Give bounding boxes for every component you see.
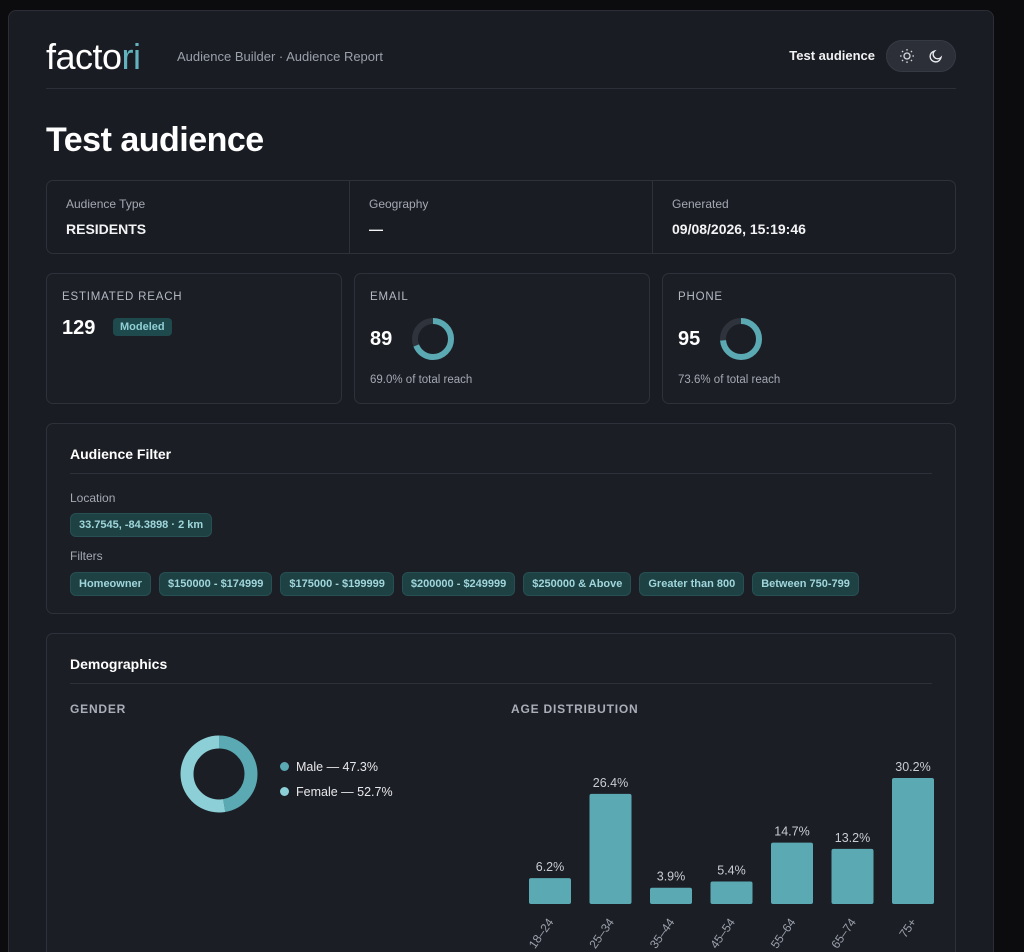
age-tick-label: 55–64 bbox=[768, 915, 799, 951]
moon-icon[interactable] bbox=[928, 48, 944, 64]
age-bar-value: 6.2% bbox=[536, 860, 565, 874]
audience-filter-card: Audience Filter Location 33.7545, -84.38… bbox=[46, 423, 956, 614]
legend-dot bbox=[280, 762, 289, 771]
page-title: Test audience bbox=[46, 121, 264, 159]
age-bar bbox=[771, 842, 813, 904]
reach-label: ESTIMATED REACH bbox=[62, 291, 183, 303]
filter-chip[interactable]: $200000 - $249999 bbox=[401, 572, 516, 596]
app-header: factori Audience Builder · Audience Repo… bbox=[46, 39, 956, 89]
report-window: factori Audience Builder · Audience Repo… bbox=[8, 10, 994, 952]
filter-chip[interactable]: Between 750-799 bbox=[752, 572, 859, 596]
age-bar bbox=[831, 848, 874, 904]
gender-slice-female bbox=[180, 735, 258, 813]
age-bar-value: 3.9% bbox=[657, 870, 686, 884]
age-tick-label: 45–54 bbox=[707, 915, 738, 951]
legend-dot bbox=[280, 787, 289, 796]
filter-chip-row: Homeowner $150000 - $174999 $175000 - $1… bbox=[70, 572, 859, 596]
email-label: EMAIL bbox=[370, 291, 409, 303]
age-bar bbox=[589, 793, 632, 904]
phone-card: PHONE 95 73.6% of total reach bbox=[662, 273, 956, 404]
phone-value: 95 bbox=[678, 328, 701, 350]
section-title: Audience Filter bbox=[70, 446, 172, 462]
meta-label: Audience Type bbox=[66, 197, 146, 211]
meta-label: Generated bbox=[672, 197, 729, 211]
age-tick-label: 25–34 bbox=[586, 915, 617, 951]
meta-value: 09/08/2026, 15:19:46 bbox=[672, 221, 806, 237]
meta-value: — bbox=[369, 221, 383, 237]
location-chip[interactable]: 33.7545, -84.3898 · 2 km bbox=[70, 513, 213, 537]
phone-label: PHONE bbox=[678, 291, 723, 303]
breadcrumb: Audience Builder · Audience Report bbox=[177, 49, 383, 64]
phone-donut-arc bbox=[720, 318, 762, 360]
age-bar-value: 14.7% bbox=[774, 825, 809, 839]
age-bar-value: 13.2% bbox=[835, 831, 870, 845]
filter-chip[interactable]: $175000 - $199999 bbox=[280, 572, 394, 596]
filter-chip[interactable]: $150000 - $174999 bbox=[158, 572, 273, 596]
email-card: EMAIL 89 69.0% of total reach bbox=[354, 273, 650, 404]
meta-label: Geography bbox=[369, 197, 429, 211]
meta-geography: Geography — bbox=[350, 181, 653, 253]
age-tick-label: 18–24 bbox=[526, 915, 557, 951]
age-distribution-chart: 6.2% 18–24 26.4% 25–34 3.9% 35–44 5.4% 45–54 14.… bbox=[526, 760, 934, 951]
legend-item-male: Male — 47.3% bbox=[280, 754, 393, 779]
modeled-badge: Modeled bbox=[113, 318, 172, 336]
age-bar bbox=[892, 778, 934, 904]
legend-label: Male — 47.3% bbox=[296, 759, 378, 774]
email-donut-arc bbox=[412, 318, 454, 360]
email-donut bbox=[412, 318, 454, 360]
divider bbox=[70, 473, 932, 474]
age-bar bbox=[529, 878, 571, 904]
gender-label: GENDER bbox=[70, 702, 127, 716]
legend-label: Female — 52.7% bbox=[296, 784, 393, 799]
phone-sub: 73.6% of total reach bbox=[678, 374, 781, 386]
divider bbox=[70, 683, 932, 684]
age-bar bbox=[650, 887, 692, 904]
meta-generated: Generated 09/08/2026, 15:19:46 bbox=[653, 181, 955, 253]
filters-label: Filters bbox=[70, 549, 103, 563]
age-tick-label: 75+ bbox=[896, 916, 919, 941]
meta-value: RESIDENTS bbox=[66, 221, 147, 237]
email-sub: 69.0% of total reach bbox=[370, 374, 473, 386]
demographics-card: Demographics GENDER AGE DISTRIBUTION Mal… bbox=[46, 633, 956, 952]
age-bar-value: 30.2% bbox=[895, 760, 930, 774]
age-bar-value: 5.4% bbox=[717, 863, 746, 877]
gender-legend: Male — 47.3% Female — 52.7% bbox=[280, 754, 393, 804]
phone-donut bbox=[720, 318, 762, 360]
filter-chip[interactable]: Greater than 800 bbox=[639, 572, 745, 596]
filter-chip[interactable]: $250000 & Above bbox=[523, 572, 632, 596]
factori-logo[interactable]: factori bbox=[46, 36, 141, 77]
gender-donut-chart bbox=[180, 735, 258, 813]
meta-audience-type: Audience Type RESIDENTS bbox=[47, 181, 350, 253]
age-distribution-label: AGE DISTRIBUTION bbox=[511, 702, 639, 716]
reach-value: 129 bbox=[62, 317, 96, 339]
estimated-reach-card: ESTIMATED REACH 129 Modeled bbox=[46, 273, 342, 404]
section-title: Demographics bbox=[70, 656, 168, 672]
age-tick-label: 35–44 bbox=[647, 915, 678, 951]
location-label: Location bbox=[70, 491, 116, 505]
header-audience-name: Test audience bbox=[789, 48, 875, 63]
location-chip-row: 33.7545, -84.3898 · 2 km bbox=[70, 513, 213, 537]
legend-item-female: Female — 52.7% bbox=[280, 779, 393, 804]
age-tick-label: 65–74 bbox=[828, 915, 859, 951]
theme-toggle[interactable] bbox=[886, 40, 956, 72]
audience-meta: Audience Type RESIDENTS Geography — Gene… bbox=[46, 180, 956, 254]
age-bar-value: 26.4% bbox=[593, 776, 628, 790]
age-bar bbox=[710, 881, 753, 904]
filter-chip[interactable]: Homeowner bbox=[70, 572, 151, 596]
sun-icon[interactable] bbox=[899, 48, 915, 64]
email-value: 89 bbox=[370, 328, 393, 350]
